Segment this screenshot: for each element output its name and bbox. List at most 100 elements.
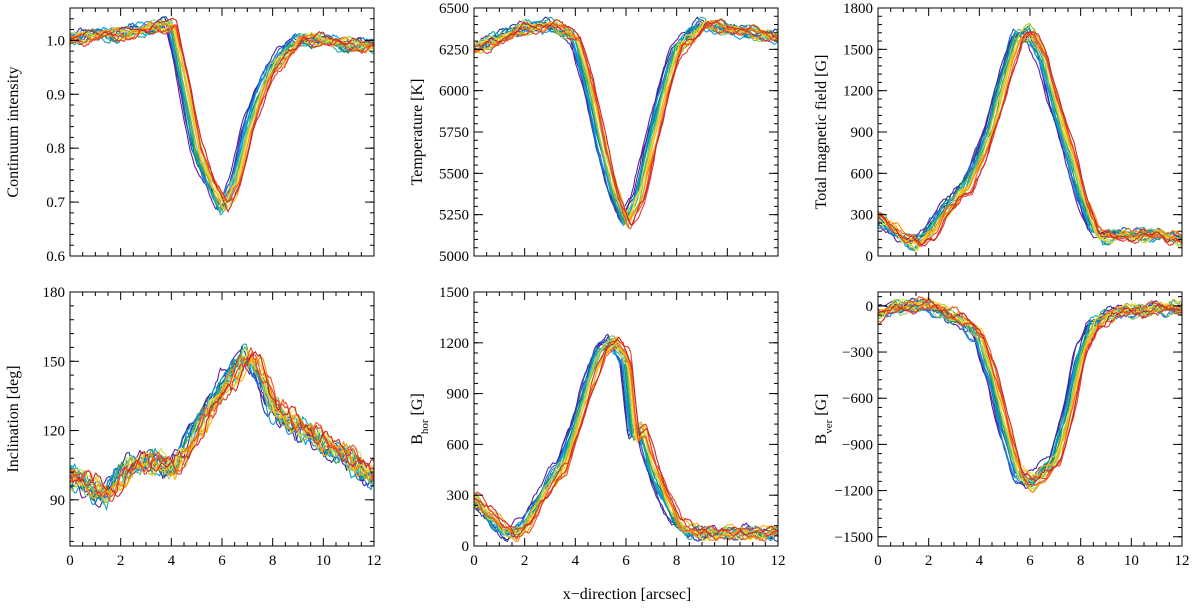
x-tick-label: 8 <box>673 553 681 569</box>
series-line-7 <box>70 355 374 499</box>
y-tick-label: 300 <box>851 208 874 224</box>
series-group <box>474 333 778 543</box>
x-tick-label: 0 <box>470 553 478 569</box>
series-line-7 <box>878 36 1182 245</box>
y-axis-label: Temperature [K] <box>409 79 426 186</box>
y-tick-label: 5250 <box>439 208 469 224</box>
y-tick-label: 0.9 <box>46 87 65 103</box>
series-line-14 <box>70 348 374 501</box>
y-tick-label: 6250 <box>439 42 469 58</box>
series-line-6 <box>878 301 1182 487</box>
y-axis-label: Total magnetic field [G] <box>813 55 830 210</box>
series-line-1 <box>474 19 778 221</box>
series-line-9 <box>878 299 1182 482</box>
plot-frame <box>877 291 1183 547</box>
series-line-2 <box>474 21 778 219</box>
y-tick-label: 1800 <box>843 1 873 17</box>
series-line-17 <box>878 304 1182 493</box>
series-line-17 <box>474 20 778 221</box>
series-line-11 <box>474 22 778 223</box>
y-tick-label: −1500 <box>835 530 873 546</box>
series-group <box>70 15 374 216</box>
y-axis-label: Bver [G] <box>813 394 835 445</box>
series-line-14 <box>70 25 374 204</box>
series-line-6 <box>70 20 374 203</box>
series-line-15 <box>878 33 1182 248</box>
series-line-12 <box>878 39 1182 251</box>
series-line-7 <box>878 298 1182 482</box>
y-tick-label: 900 <box>447 387 470 403</box>
series-line-2 <box>878 304 1182 489</box>
x-tick-label: 2 <box>521 553 529 569</box>
series-line-16 <box>878 31 1182 246</box>
x-tick-label: 12 <box>771 553 786 569</box>
y-tick-label: 90 <box>50 493 65 509</box>
series-line-15 <box>70 20 374 204</box>
series-line-17 <box>878 34 1182 247</box>
series-line-3 <box>878 297 1182 477</box>
y-tick-label: 0.7 <box>46 195 65 211</box>
series-line-19 <box>878 304 1182 486</box>
panel-4: 0 2 4 6 8 10 12 90 120 150 180 Inclination [deg] <box>5 285 382 569</box>
series-group <box>878 23 1182 252</box>
x-tick-label: 12 <box>367 553 382 569</box>
y-tick-label: 0 <box>866 299 874 315</box>
y-tick-label: 600 <box>851 166 874 182</box>
series-line-10 <box>878 303 1182 488</box>
series-line-20 <box>70 17 374 213</box>
series-line-3 <box>70 22 374 201</box>
series-line-9 <box>474 342 778 542</box>
x-tick-label: 2 <box>117 553 125 569</box>
series-line-8 <box>474 23 778 221</box>
series-line-18 <box>878 296 1182 480</box>
series-line-4 <box>878 28 1182 245</box>
series-line-4 <box>878 302 1182 485</box>
y-tick-label: −300 <box>842 345 873 361</box>
series-line-6 <box>474 25 778 227</box>
series-line-16 <box>878 296 1182 478</box>
series-line-18 <box>70 347 374 498</box>
x-tick-label: 10 <box>1124 553 1139 569</box>
x-tick-label: 6 <box>622 553 630 569</box>
y-tick-label: 5500 <box>439 166 469 182</box>
y-tick-label: 150 <box>43 354 66 370</box>
series-line-2 <box>878 32 1182 245</box>
y-tick-label: 0 <box>866 249 874 265</box>
x-tick-label: 8 <box>1077 553 1085 569</box>
x-tick-label: 6 <box>1026 553 1034 569</box>
y-tick-label: 300 <box>447 488 470 504</box>
y-tick-label: 1200 <box>843 84 873 100</box>
x-tick-label: 4 <box>572 553 580 569</box>
x-axis-label: x−direction [arcsec] <box>563 586 692 603</box>
y-tick-label: 1500 <box>439 285 469 301</box>
series-line-1 <box>878 298 1182 487</box>
y-tick-label: 0.8 <box>46 141 65 157</box>
x-tick-label: 4 <box>168 553 176 569</box>
y-tick-label: 1200 <box>439 336 469 352</box>
series-line-7 <box>474 18 778 223</box>
x-tick-label: 4 <box>976 553 984 569</box>
x-tick-label: 2 <box>925 553 933 569</box>
series-line-1 <box>878 31 1182 243</box>
y-tick-label: 180 <box>43 285 66 301</box>
y-tick-label: −600 <box>842 391 873 407</box>
y-tick-label: 5750 <box>439 125 469 141</box>
series-line-12 <box>70 19 374 198</box>
series-group <box>878 296 1182 493</box>
panel-2: 5000 5250 5500 5750 6000 6250 6500 Temperature … <box>409 1 779 265</box>
series-line-3 <box>878 27 1182 243</box>
y-tick-label: −900 <box>842 437 873 453</box>
series-line-5 <box>474 21 778 218</box>
series-line-12 <box>474 19 778 217</box>
series-line-6 <box>878 31 1182 251</box>
series-line-5 <box>878 302 1182 483</box>
series-line-11 <box>70 18 374 212</box>
panel-1: 0.6 0.7 0.8 0.9 1.0 Continuum intensity <box>5 7 375 265</box>
series-line-8 <box>878 25 1182 243</box>
series-line-12 <box>878 304 1182 483</box>
series-line-16 <box>70 359 374 500</box>
series-line-3 <box>474 16 778 222</box>
y-tick-label: 1500 <box>843 42 873 58</box>
y-tick-label: 900 <box>851 125 874 141</box>
